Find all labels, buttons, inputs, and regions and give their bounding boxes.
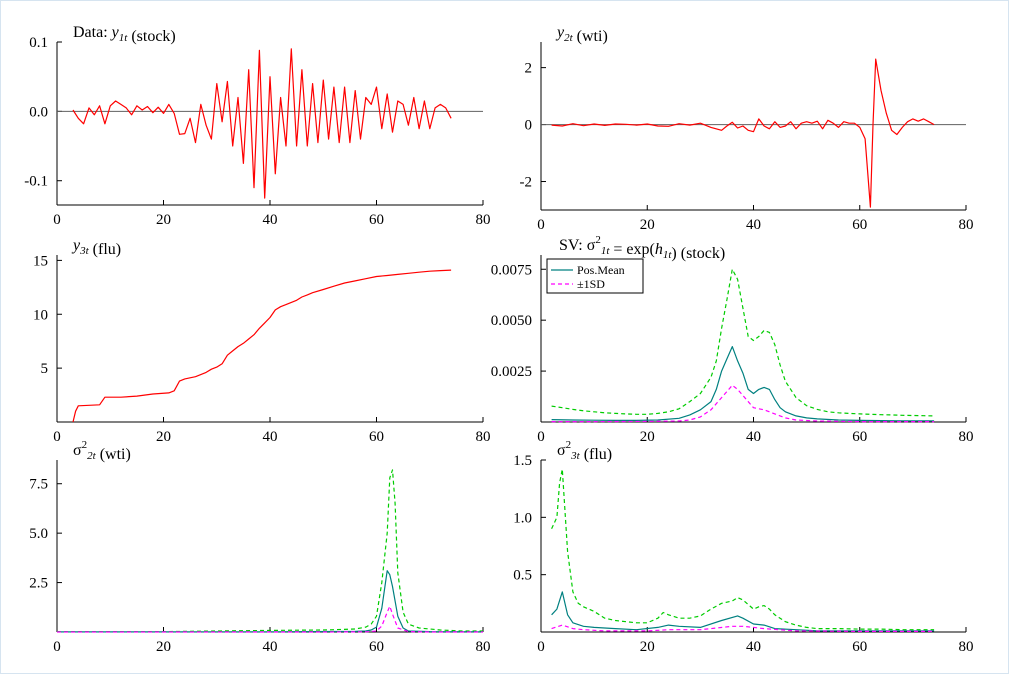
x-tick-label: 20 <box>156 429 171 445</box>
panel-title: Data: y1t (stock) <box>73 24 176 45</box>
x-tick-label: 60 <box>369 429 384 445</box>
x-tick-label: 40 <box>263 212 278 228</box>
y-tick-label: 0.5 <box>513 568 532 584</box>
y-tick-label: -0.1 <box>24 174 48 190</box>
legend: Pos.Mean±1SD <box>546 258 644 294</box>
y-tick-label: 2.5 <box>29 576 48 592</box>
x-tick-label: 40 <box>746 639 761 655</box>
series-line-mean <box>551 591 935 632</box>
series-line-upper <box>551 468 935 631</box>
y-tick-label: 1.5 <box>513 453 532 469</box>
x-tick-label: 0 <box>537 217 545 233</box>
x-tick-label: 80 <box>476 429 491 445</box>
x-tick-label: 80 <box>959 217 974 233</box>
legend-label: ±1SD <box>577 277 605 291</box>
series-line-data <box>72 48 452 199</box>
x-tick-label: 0 <box>53 639 61 655</box>
x-tick-label: 40 <box>263 429 278 445</box>
y-tick-label: 1.0 <box>513 510 532 526</box>
x-tick-label: 80 <box>476 212 491 228</box>
legend-box <box>546 258 644 294</box>
y-tick-label: 0.0025 <box>491 364 532 380</box>
x-tick-label: 80 <box>959 429 974 445</box>
x-tick-label: 20 <box>640 639 655 655</box>
series-line-lower <box>551 624 935 633</box>
x-tick-label: 80 <box>476 639 491 655</box>
x-tick-label: 0 <box>53 212 61 228</box>
y-tick-label: -2 <box>520 175 533 191</box>
x-tick-label: 40 <box>263 639 278 655</box>
y-tick-label: 0.1 <box>29 35 48 51</box>
panel-title: σ23t (flu) <box>557 439 612 463</box>
x-tick-label: 60 <box>852 429 867 445</box>
series-line-mean <box>56 570 484 633</box>
panel-sv3: 0 20 40 60 80 1.5 1.0 0.5 σ23t (flu) <box>513 439 973 655</box>
series-line-upper <box>57 469 483 633</box>
x-tick-label: 80 <box>959 639 974 655</box>
panel-y1: 0 20 40 60 80 0.1 0.0 -0.1 Data: y1t (stock) <box>24 24 490 228</box>
x-tick-label: 60 <box>369 639 384 655</box>
panel-sv2: 0 20 40 60 80 7.5 5.0 2.5 σ22t (wti) <box>29 439 490 655</box>
series-line-lower <box>551 384 935 423</box>
y-tick-label: 0 <box>525 118 533 134</box>
series-line-lower <box>57 605 483 633</box>
panel-sv1: 0 20 40 60 80 0.0075 0.0050 0.0025 SV: σ21t = ex… <box>491 234 974 445</box>
x-tick-label: 60 <box>852 639 867 655</box>
x-tick-label: 60 <box>369 212 384 228</box>
series-line-mean <box>551 346 935 422</box>
x-tick-label: 60 <box>852 217 867 233</box>
x-tick-label: 20 <box>156 212 171 228</box>
series-line-data <box>551 58 935 208</box>
series-line-data <box>72 269 452 423</box>
series-line-upper <box>551 268 935 417</box>
x-tick-label: 20 <box>640 429 655 445</box>
panel-title: y2t (wti) <box>555 24 608 45</box>
x-tick-label: 20 <box>156 639 171 655</box>
x-tick-label: 40 <box>746 429 761 445</box>
x-tick-label: 0 <box>537 639 545 655</box>
y-tick-label: 10 <box>33 307 48 323</box>
y-tick-label: 5.0 <box>29 526 48 542</box>
panel-title: y3t (flu) <box>71 237 121 258</box>
x-tick-label: 0 <box>537 429 545 445</box>
y-tick-label: 0.0 <box>29 104 48 120</box>
y-tick-label: 0.0050 <box>491 313 532 329</box>
y-tick-label: 5 <box>41 361 49 377</box>
y-tick-label: 0.0075 <box>491 262 532 278</box>
y-tick-label: 15 <box>33 253 48 269</box>
x-tick-label: 0 <box>53 429 61 445</box>
y-tick-label: 7.5 <box>29 477 48 493</box>
legend-label: Pos.Mean <box>577 263 625 277</box>
panel-title: SV: σ21t = exp(h1t) (stock) <box>559 234 725 262</box>
x-tick-label: 40 <box>746 217 761 233</box>
x-tick-label: 20 <box>640 217 655 233</box>
y-tick-label: 2 <box>525 61 533 77</box>
panel-title: σ22t (wti) <box>73 439 131 463</box>
panel-y3: 0 20 40 60 80 15 10 5 y3t (flu) <box>33 237 491 445</box>
